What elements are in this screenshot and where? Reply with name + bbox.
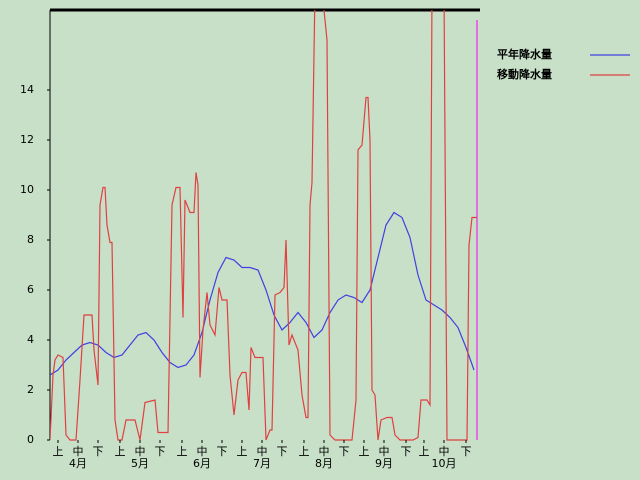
- month-label: 4月: [69, 457, 87, 470]
- x-tick-label: 下: [217, 445, 228, 458]
- x-tick-label: 上: [359, 445, 370, 458]
- x-tick-label: 中: [135, 445, 146, 458]
- month-label: 9月: [375, 457, 393, 470]
- x-tick-label: 下: [155, 445, 166, 458]
- x-tick-label: 下: [277, 445, 288, 458]
- x-tick-label: 中: [257, 445, 268, 458]
- data-line: [50, 10, 477, 441]
- data-line: [50, 211, 475, 376]
- x-tick-label: 上: [237, 445, 248, 458]
- x-tick-label: 中: [319, 445, 330, 458]
- month-label: 8月: [315, 457, 333, 470]
- x-tick-label: 上: [115, 445, 126, 458]
- x-tick-label: 上: [299, 445, 310, 458]
- x-tick-label: 下: [461, 445, 472, 458]
- y-tick-label: 12: [20, 133, 34, 146]
- y-tick-label: 6: [27, 283, 34, 296]
- x-tick-label: 中: [439, 445, 450, 458]
- x-tick-label: 中: [197, 445, 208, 458]
- month-label: 7月: [253, 457, 271, 470]
- x-tick-label: 中: [73, 445, 84, 458]
- month-label: 5月: [131, 457, 149, 470]
- x-tick-label: 上: [177, 445, 188, 458]
- y-tick-label: 8: [27, 233, 34, 246]
- month-label: 10月: [432, 457, 457, 470]
- y-tick-label: 2: [27, 383, 34, 396]
- y-tick-label: 14: [20, 83, 34, 96]
- x-tick-label: 中: [379, 445, 390, 458]
- plot-area: [50, 10, 477, 441]
- x-tick-label: 下: [93, 445, 104, 458]
- x-tick-label: 上: [53, 445, 64, 458]
- month-label: 6月: [193, 457, 211, 470]
- y-tick-label: 10: [20, 183, 34, 196]
- x-tick-label: 下: [339, 445, 350, 458]
- x-tick-label: 上: [419, 445, 430, 458]
- legend-label: 平年降水量: [497, 47, 552, 61]
- y-tick-label: 0: [27, 433, 34, 446]
- x-tick-label: 下: [401, 445, 412, 458]
- y-tick-label: 4: [27, 333, 34, 346]
- legend-label: 移動降水量: [497, 67, 552, 81]
